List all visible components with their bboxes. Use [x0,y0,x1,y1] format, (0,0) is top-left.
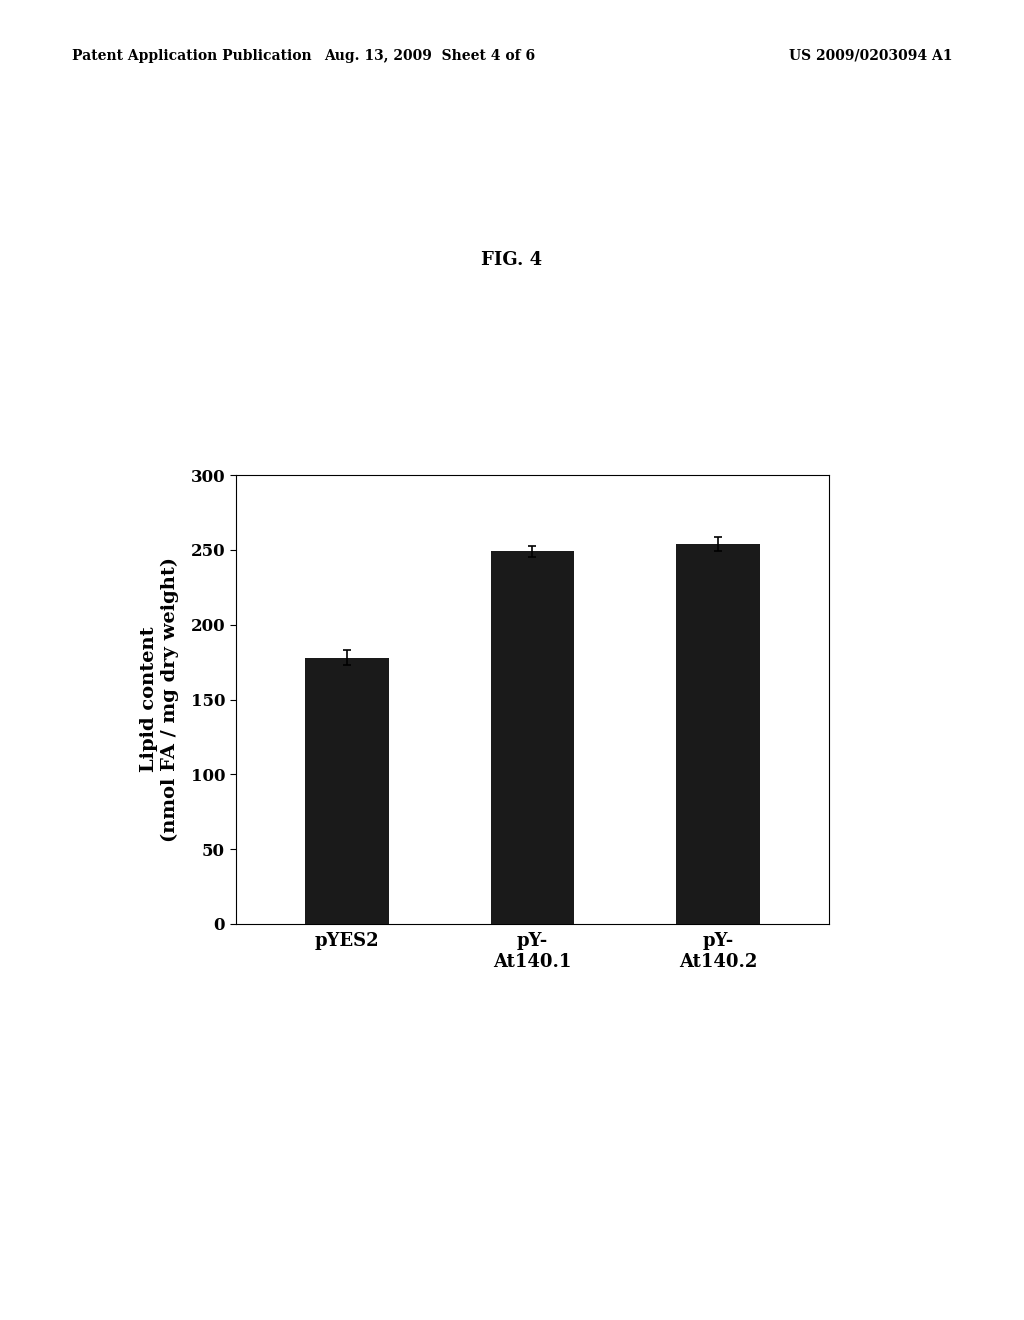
Text: Patent Application Publication: Patent Application Publication [72,49,311,63]
Text: FIG. 4: FIG. 4 [481,251,543,269]
Bar [676,544,760,924]
Bar [490,552,574,924]
Text: Aug. 13, 2009  Sheet 4 of 6: Aug. 13, 2009 Sheet 4 of 6 [325,49,536,63]
Bar [305,657,389,924]
Text: US 2009/0203094 A1: US 2009/0203094 A1 [788,49,952,63]
Y-axis label: Lipid content
(nmol FA / mg dry weight): Lipid content (nmol FA / mg dry weight) [140,557,179,842]
